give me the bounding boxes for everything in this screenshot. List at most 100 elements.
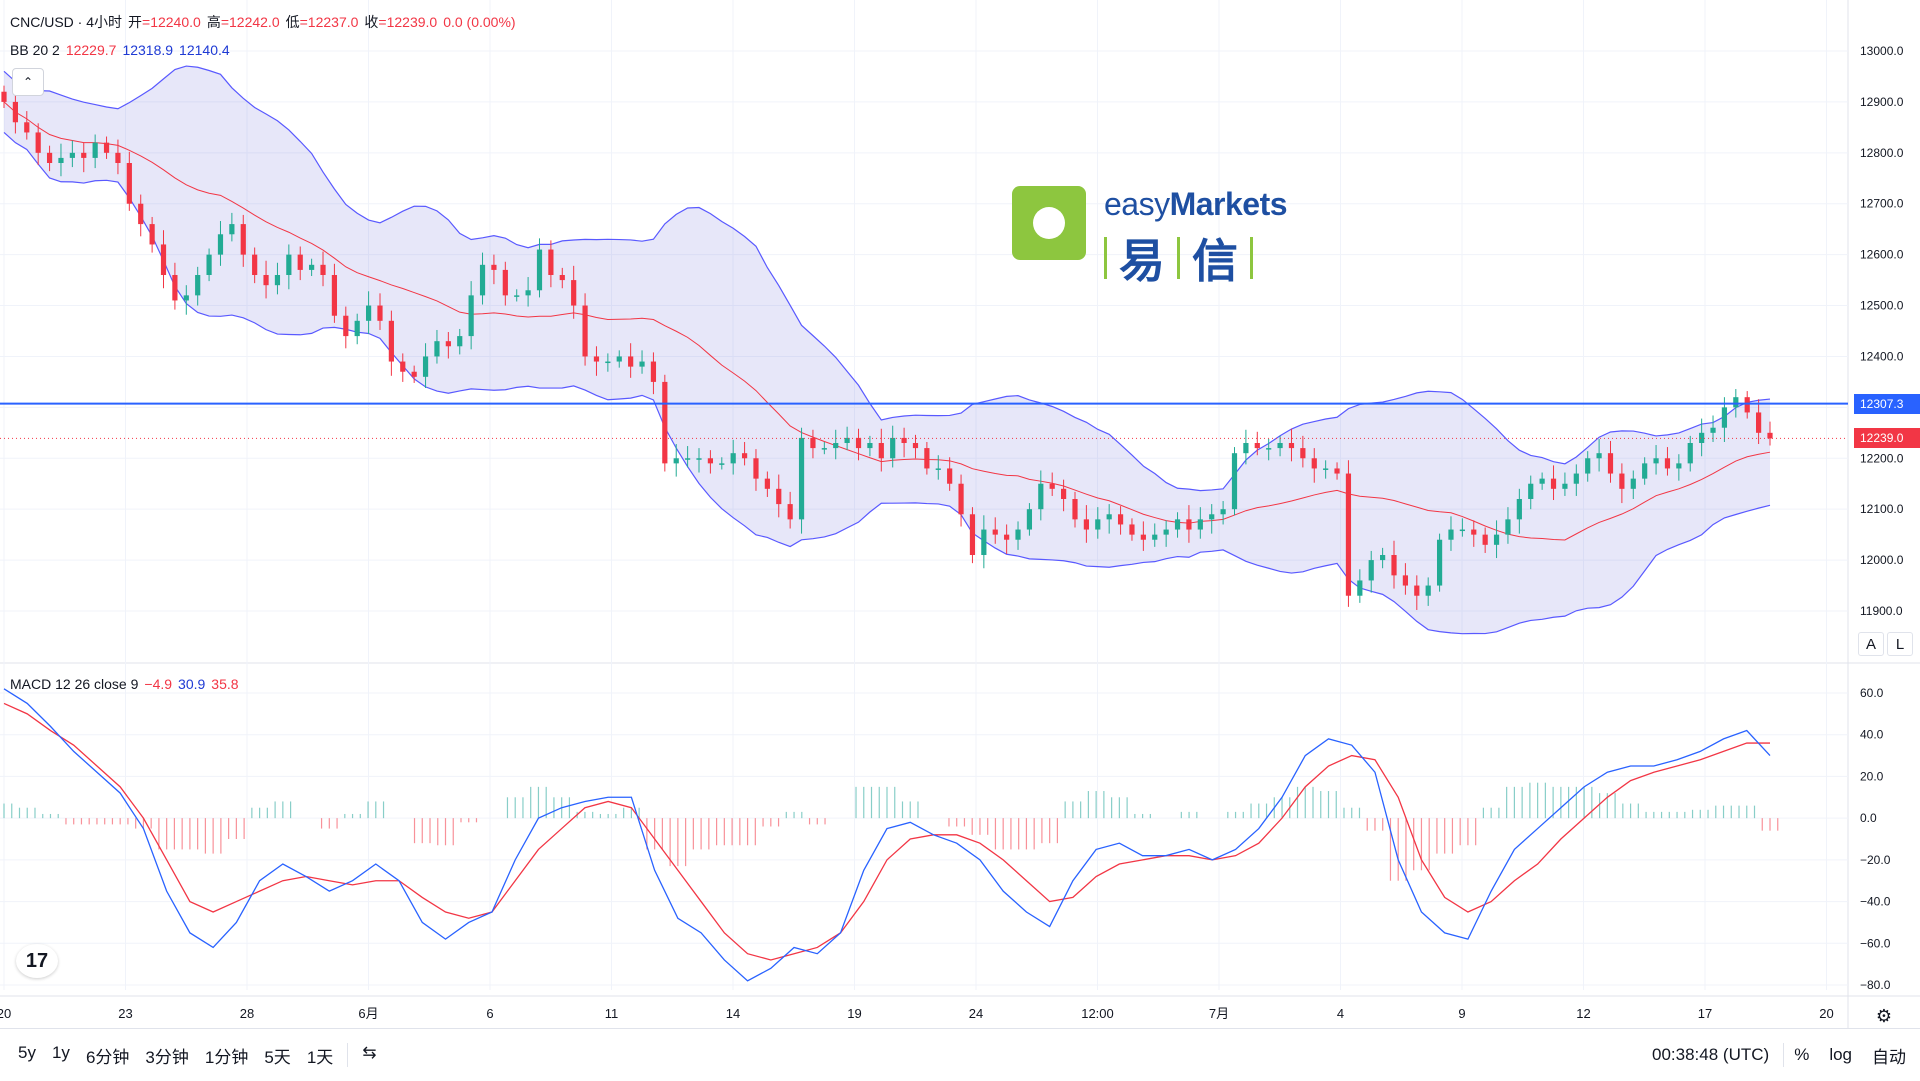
macd-legend[interactable]: MACD 12 26 close 9 −4.9 30.9 35.8	[10, 676, 239, 692]
candle-body	[1573, 473, 1579, 484]
candle	[628, 343, 634, 378]
candle	[1, 85, 7, 109]
candle-body	[309, 264, 315, 270]
candle	[1380, 547, 1386, 569]
candle	[69, 140, 75, 168]
candle	[1300, 435, 1306, 468]
timeframe-1y[interactable]: 1y	[51, 1042, 70, 1062]
candle	[776, 474, 782, 518]
candle	[1277, 435, 1283, 457]
tradingview-logo-icon[interactable]: 17	[16, 944, 58, 978]
candle	[787, 491, 793, 529]
candle	[1710, 415, 1716, 442]
candle	[753, 449, 759, 491]
candle-body	[1152, 534, 1158, 540]
candle	[855, 428, 862, 461]
candle	[719, 457, 725, 470]
macd-signal-value: 35.8	[211, 676, 239, 692]
candle	[707, 450, 713, 474]
candle	[673, 444, 679, 477]
candle-body	[787, 504, 793, 520]
candle-body	[582, 305, 588, 357]
candle-body	[422, 356, 429, 377]
candle-body	[479, 264, 486, 296]
date-range-icon[interactable]: ⇆	[362, 1042, 377, 1062]
auto-scale-button[interactable]: A	[1858, 632, 1884, 656]
candle-body	[730, 453, 736, 464]
candle-body	[616, 356, 622, 362]
candle-body	[1630, 478, 1636, 489]
candle-body	[855, 437, 862, 449]
candle-body	[958, 483, 964, 515]
log-toggle[interactable]: log	[1829, 1045, 1852, 1064]
timeframe-5d[interactable]: 5天	[264, 1047, 291, 1067]
time-tick-label: 9	[1458, 1006, 1465, 1021]
candle-body	[1596, 453, 1602, 459]
symbol-title[interactable]: CNC/USD · 4小时	[10, 14, 123, 30]
candle	[274, 262, 281, 295]
candle	[400, 353, 406, 382]
candle	[890, 425, 896, 468]
time-tick-label: 7月	[1209, 1006, 1229, 1021]
auto-toggle[interactable]: 自动	[1872, 1047, 1906, 1067]
candle	[1323, 460, 1329, 479]
time-tick-label: 17	[1698, 1006, 1712, 1021]
candle	[217, 221, 224, 266]
candle	[149, 216, 155, 253]
candle	[1664, 447, 1671, 476]
timeframe-1d[interactable]: 1天	[306, 1047, 334, 1067]
candle	[46, 145, 53, 172]
candle-body	[1710, 427, 1716, 433]
candle-body	[1038, 483, 1044, 510]
timeframe-6min[interactable]: 6分钟	[85, 1047, 130, 1067]
candle	[1402, 563, 1409, 595]
timeframe-3min[interactable]: 3分钟	[145, 1047, 189, 1067]
candle-body	[1505, 519, 1511, 535]
candle	[1585, 451, 1591, 482]
bb-legend[interactable]: BB 20 2 12229.7 12318.9 12140.4	[10, 42, 230, 58]
candle	[1197, 507, 1203, 539]
candle	[263, 260, 269, 299]
ohlc-low: 低=12237.0	[285, 14, 359, 30]
candle	[195, 266, 201, 306]
utc-clock[interactable]: 00:38:48 (UTC)	[1652, 1045, 1770, 1064]
log-scale-button[interactable]: L	[1887, 632, 1913, 656]
candle-body	[1516, 499, 1522, 520]
timeframe-5y[interactable]: 5y	[18, 1042, 36, 1062]
candle	[1630, 470, 1636, 499]
candle-body	[1448, 529, 1454, 540]
candle	[1471, 520, 1477, 547]
chart-canvas[interactable]: 13000.0 12900.0 12800.0 12700.0 12600.0 12500…	[0, 0, 1920, 1028]
candle	[1209, 504, 1215, 534]
candle-body	[685, 458, 691, 460]
candle-body	[434, 341, 440, 357]
candle	[1699, 418, 1705, 457]
candle	[434, 329, 440, 364]
candle	[1744, 391, 1750, 419]
candle-body	[1687, 443, 1693, 464]
candle	[229, 212, 235, 242]
macd-pane	[3, 688, 1779, 982]
candle	[1687, 435, 1693, 472]
candle	[1072, 491, 1078, 528]
candle	[1345, 460, 1352, 607]
candle	[685, 446, 691, 468]
candle	[639, 350, 645, 374]
candle	[58, 143, 64, 177]
candle	[696, 448, 702, 473]
timeframe-1min[interactable]: 1分钟	[204, 1047, 249, 1067]
hline-price-tag[interactable]: 12307.3	[1854, 393, 1920, 414]
price-tick-label: 12700.0	[1860, 197, 1904, 211]
candle-body	[776, 488, 782, 505]
candle-body	[491, 264, 497, 270]
candle	[1095, 507, 1101, 539]
candle	[24, 111, 30, 140]
candle-body	[1425, 585, 1431, 596]
bb-basis: 12229.7	[65, 42, 117, 58]
percent-toggle[interactable]: %	[1794, 1045, 1810, 1064]
collapse-legend-button[interactable]: ⌃	[12, 68, 44, 96]
candle	[1482, 527, 1488, 553]
candle-body	[844, 437, 850, 443]
candle	[1767, 421, 1773, 446]
price-tick-label: 12600.0	[1860, 248, 1904, 262]
